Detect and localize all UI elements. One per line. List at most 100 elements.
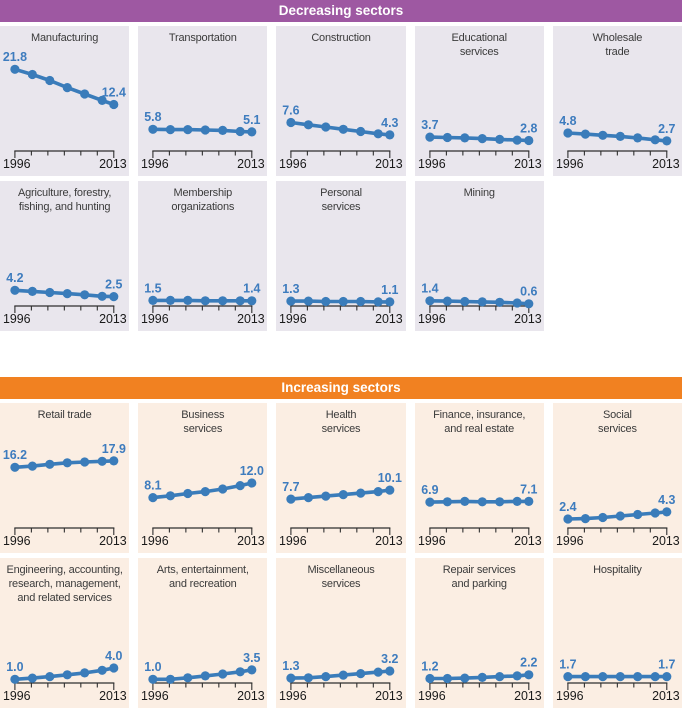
sector-panel: Agriculture, forestry, fishing, and hunti… bbox=[0, 181, 130, 331]
data-point bbox=[62, 670, 72, 680]
end-value-label: 12.4 bbox=[102, 85, 126, 99]
data-point bbox=[304, 673, 314, 683]
section-increasing: Increasing sectors Retail trade 16.2 17.9… bbox=[0, 377, 682, 708]
panel-title-line: services bbox=[321, 201, 361, 213]
panel-title-line: Educational bbox=[451, 32, 507, 44]
data-point bbox=[563, 672, 573, 682]
panel-title-line: organizations bbox=[171, 201, 235, 213]
sector-panel: Wholesale trade 4.8 2.7 1996 2013 bbox=[552, 26, 682, 176]
panel-title: Wholesale trade bbox=[554, 31, 681, 59]
sector-chart: 1.7 1.7 1996 2013 bbox=[556, 657, 680, 703]
sector-chart: 3.7 2.8 1996 2013 bbox=[418, 118, 542, 171]
data-point bbox=[218, 484, 228, 494]
panel-title: Social services bbox=[554, 408, 681, 436]
start-value-label: 6.9 bbox=[421, 483, 438, 497]
panel-title-line: trade bbox=[605, 46, 630, 58]
sector-panel: Transportation 5.8 5.1 1996 2013 bbox=[138, 26, 268, 176]
panel-title: Transportation bbox=[139, 31, 266, 45]
sector-panel: Miscellaneous services 1.3 3.2 1996 2013 bbox=[276, 558, 406, 708]
panel-title-line: Business bbox=[181, 409, 225, 421]
sector-chart: 1.3 1.1 1996 2013 bbox=[279, 282, 403, 326]
data-point bbox=[10, 462, 20, 472]
sector-chart: 1.0 3.5 1996 2013 bbox=[141, 651, 265, 703]
data-point bbox=[97, 291, 107, 301]
data-point bbox=[373, 129, 384, 139]
data-point bbox=[286, 117, 296, 128]
start-value-label: 4.8 bbox=[559, 114, 576, 128]
sector-panel: Retail trade 16.2 17.9 1996 2013 bbox=[0, 403, 130, 553]
sector-panel: Hospitality 1.7 1.7 1996 2013 bbox=[552, 558, 682, 708]
x-tick-label-start: 1996 bbox=[3, 312, 31, 326]
x-tick-label-start: 1996 bbox=[141, 157, 169, 171]
sector-chart: 21.8 12.4 1996 2013 bbox=[3, 50, 127, 171]
panel-title-line: research, management, bbox=[8, 578, 121, 590]
panel-title: Manufacturing bbox=[1, 31, 128, 45]
data-point bbox=[459, 496, 469, 506]
x-tick-label-start: 1996 bbox=[141, 312, 169, 326]
x-tick-label-start: 1996 bbox=[418, 689, 446, 703]
data-point bbox=[183, 488, 193, 499]
data-point bbox=[385, 485, 395, 495]
data-point bbox=[662, 136, 672, 146]
data-point bbox=[109, 456, 119, 466]
data-point bbox=[424, 497, 435, 507]
panel-title-line: and parking bbox=[451, 578, 507, 590]
data-point bbox=[494, 134, 504, 144]
data-point bbox=[10, 674, 20, 684]
sector-chart: 1.3 3.2 1996 2013 bbox=[279, 652, 403, 703]
data-point bbox=[109, 292, 119, 302]
data-point bbox=[218, 125, 228, 135]
data-point bbox=[286, 673, 296, 683]
panel-title-line: fishing, and hunting bbox=[18, 201, 111, 213]
data-point bbox=[148, 124, 158, 134]
sector-panel: Arts, entertainment, and recreation 1.0 3.… bbox=[138, 558, 268, 708]
panel-title-line: Agriculture, forestry, bbox=[17, 187, 112, 199]
panel-title: Hospitality bbox=[554, 563, 681, 577]
x-tick-label-start: 1996 bbox=[279, 312, 307, 326]
data-point bbox=[148, 493, 158, 503]
data-point bbox=[598, 672, 608, 682]
data-point bbox=[200, 671, 211, 681]
data-point bbox=[339, 296, 349, 307]
data-point bbox=[373, 487, 384, 497]
panel-title-line: Finance, insurance, bbox=[433, 409, 526, 421]
data-point bbox=[494, 497, 504, 507]
data-point bbox=[512, 671, 522, 681]
data-point bbox=[442, 296, 452, 306]
end-value-label: 0.6 bbox=[520, 285, 537, 299]
data-point bbox=[109, 663, 119, 673]
end-value-label: 17.9 bbox=[102, 442, 126, 456]
end-value-label: 7.1 bbox=[520, 482, 537, 496]
data-point bbox=[373, 667, 384, 677]
sector-panel: Business services 8.1 12.0 1996 2013 bbox=[138, 403, 268, 553]
panel-title-line: services bbox=[183, 423, 223, 435]
start-value-label: 1.5 bbox=[144, 281, 161, 295]
panel-title: Construction bbox=[277, 31, 404, 45]
data-point bbox=[200, 296, 211, 306]
x-tick-label-end: 2013 bbox=[652, 689, 680, 703]
data-point bbox=[385, 130, 395, 140]
panel-title-line: Retail trade bbox=[37, 409, 92, 421]
data-point bbox=[442, 132, 452, 143]
panel-title-line: Social bbox=[603, 409, 632, 421]
panel-title-line: and related services bbox=[17, 592, 112, 604]
data-point bbox=[45, 75, 55, 86]
panel-title: Personal services bbox=[277, 186, 404, 214]
data-point bbox=[321, 122, 331, 132]
data-point bbox=[148, 295, 158, 305]
x-tick-label-end: 2013 bbox=[237, 534, 265, 548]
end-value-label: 12.0 bbox=[240, 464, 264, 478]
start-value-label: 1.4 bbox=[421, 282, 438, 296]
start-value-label: 4.2 bbox=[6, 271, 23, 285]
end-value-label: 2.5 bbox=[105, 277, 122, 291]
sector-chart: 7.7 10.1 1996 2013 bbox=[279, 471, 403, 548]
panel-title: Educational services bbox=[416, 31, 543, 59]
x-tick-label-end: 2013 bbox=[237, 157, 265, 171]
end-value-label: 2.8 bbox=[520, 121, 537, 135]
data-point bbox=[424, 132, 435, 142]
x-tick-label-end: 2013 bbox=[652, 157, 680, 171]
x-tick-label-start: 1996 bbox=[418, 157, 446, 171]
panel-title: Miscellaneous services bbox=[277, 563, 404, 591]
data-point bbox=[459, 296, 469, 307]
